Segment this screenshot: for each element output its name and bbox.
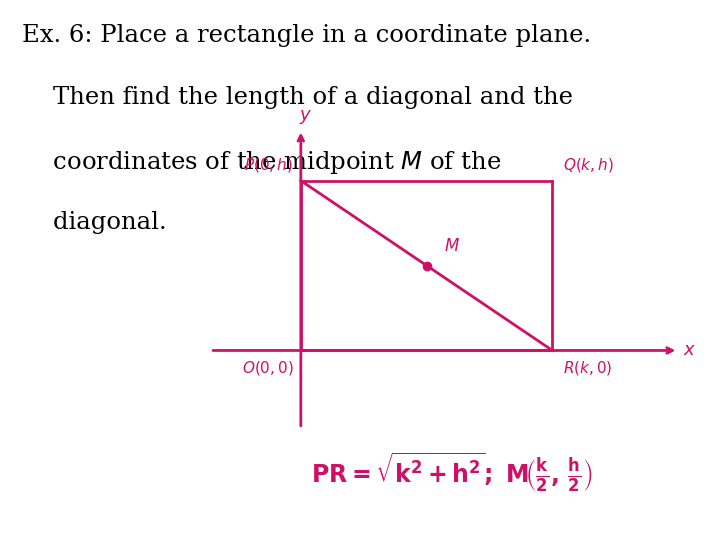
Text: $R(k, 0)$: $R(k, 0)$ xyxy=(562,359,612,377)
Text: Ex. 6: Place a rectangle in a coordinate plane.: Ex. 6: Place a rectangle in a coordinate… xyxy=(22,24,590,48)
Text: $M$: $M$ xyxy=(444,238,460,255)
Text: $\mathbf{PR = \sqrt{k^2 + h^2};\ M\!\left(\frac{k}{2},\, \frac{h}{2}\right)}$: $\mathbf{PR = \sqrt{k^2 + h^2};\ M\!\lef… xyxy=(311,451,593,494)
Text: Then find the length of a diagonal and the: Then find the length of a diagonal and t… xyxy=(22,86,572,110)
Text: $x$: $x$ xyxy=(683,341,696,360)
Text: $y$: $y$ xyxy=(300,109,312,126)
Text: $O(0, 0)$: $O(0, 0)$ xyxy=(241,359,293,377)
Text: $Q(k, h)$: $Q(k, h)$ xyxy=(562,156,613,174)
Text: $P(0, h)$: $P(0, h)$ xyxy=(244,156,293,174)
Text: diagonal.: diagonal. xyxy=(22,211,166,234)
Text: coordinates of the midpoint $\mathit{M}$ of the: coordinates of the midpoint $\mathit{M}$… xyxy=(22,148,500,176)
